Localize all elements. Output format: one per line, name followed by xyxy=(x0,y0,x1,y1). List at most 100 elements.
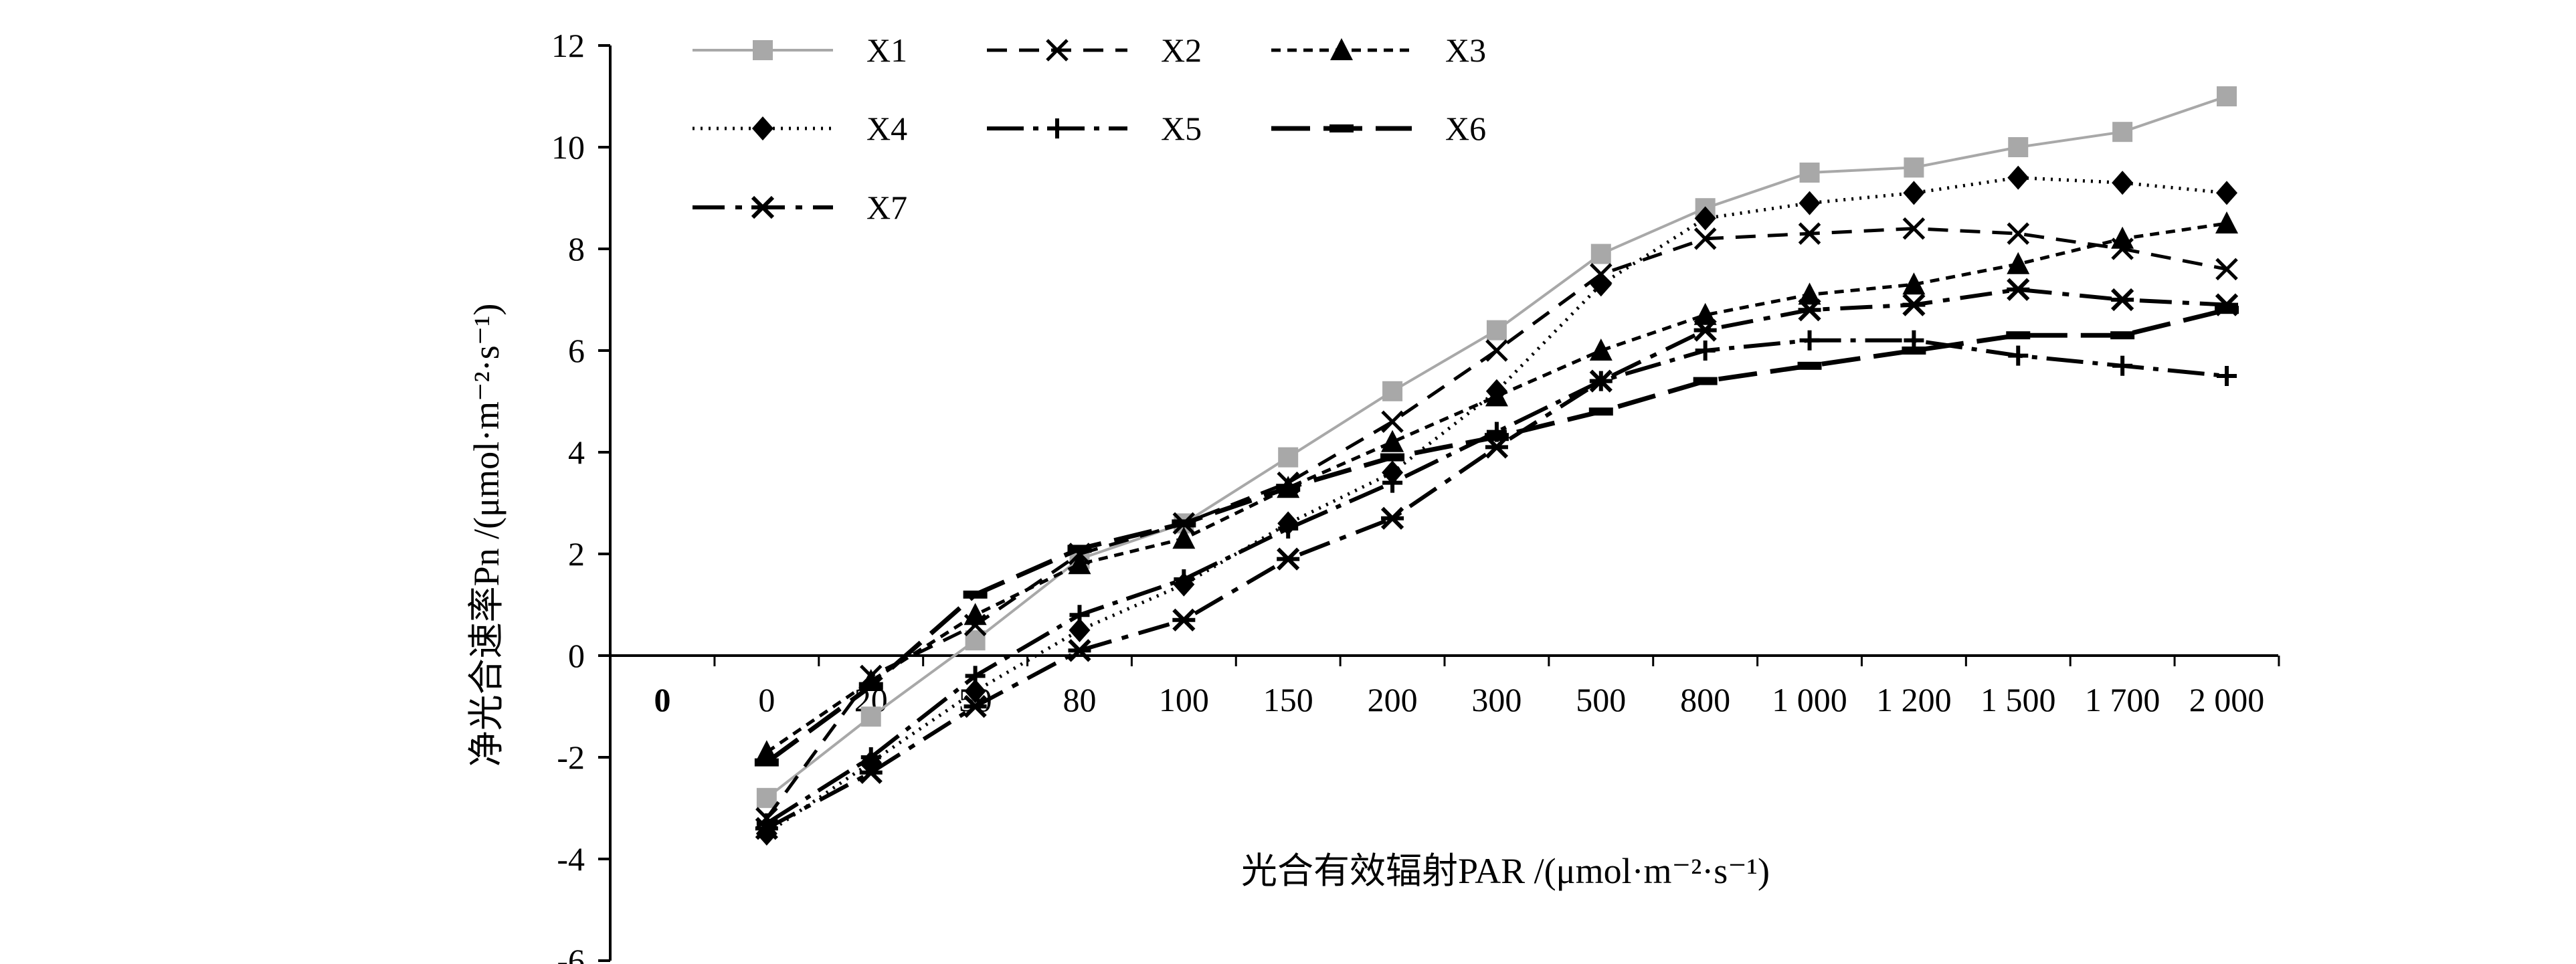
series-line xyxy=(765,221,2227,754)
data-point xyxy=(2112,171,2134,195)
data-point xyxy=(1382,460,1404,485)
x-tick-label: 2 000 xyxy=(2189,681,2265,718)
data-point xyxy=(1485,339,1508,362)
series-line xyxy=(765,338,2227,826)
data-point xyxy=(963,603,987,625)
data-point xyxy=(1902,293,1926,316)
legend-label: X2 xyxy=(1161,31,1202,69)
axes: 121086420-2-4-60205080100150200300500800… xyxy=(551,27,2280,964)
x-tick-label: 1 000 xyxy=(1772,681,1847,718)
legend-item-x2: X2 xyxy=(987,31,1202,69)
data-point xyxy=(1693,318,1717,342)
data-point xyxy=(755,817,778,840)
y-tick-label: 6 xyxy=(568,332,585,369)
data-point xyxy=(756,787,777,808)
series-line xyxy=(765,176,2227,836)
data-point xyxy=(860,747,881,767)
data-point xyxy=(1486,320,1507,341)
data-point xyxy=(1382,381,1403,401)
data-point xyxy=(1276,484,1301,492)
data-point xyxy=(1798,298,1821,322)
x-tick-label: 500 xyxy=(1576,681,1626,718)
data-point xyxy=(2215,293,2239,316)
x-tick-label: 1 500 xyxy=(1981,681,2056,718)
data-point xyxy=(2217,86,2237,106)
y-tick-label: 4 xyxy=(568,433,585,471)
legend-label: X5 xyxy=(1161,110,1202,147)
data-point xyxy=(1485,379,1507,403)
series-x7 xyxy=(755,278,2239,840)
x-tick-label: 200 xyxy=(1368,681,1418,718)
data-point xyxy=(751,195,775,219)
data-point xyxy=(860,706,881,727)
data-point xyxy=(2111,288,2134,312)
y-tick-label: 2 xyxy=(568,535,585,573)
data-point xyxy=(1382,472,1403,493)
y-tick-label: -2 xyxy=(557,739,585,776)
legend: X1 X2 X3 X4 X5 X6 X7 xyxy=(693,31,1486,226)
data-point xyxy=(1067,545,1092,553)
x-tick-label: 0 xyxy=(758,681,775,718)
data-point xyxy=(1380,453,1405,462)
y-tick-label: 10 xyxy=(551,128,585,166)
legend-label: X4 xyxy=(866,110,907,147)
data-point xyxy=(1330,38,1353,60)
legend-item-x5: X5 xyxy=(987,110,1202,147)
data-point xyxy=(753,40,773,60)
data-point xyxy=(964,679,986,704)
x-axis-title: 光合有效辐射PAR /(μmol·m⁻²·s⁻¹) xyxy=(1241,851,1770,891)
data-point xyxy=(1902,347,1926,355)
data-point xyxy=(2007,252,2030,274)
data-point xyxy=(2007,165,2029,190)
data-point xyxy=(1329,124,1354,132)
x-tick-label: 1 200 xyxy=(1876,681,1952,718)
data-point xyxy=(1069,605,1090,625)
y-tick-label: 0 xyxy=(568,637,585,674)
data-point xyxy=(2216,181,2237,205)
legend-label: X1 xyxy=(866,31,907,69)
data-point xyxy=(858,682,883,690)
data-point xyxy=(1799,163,1820,183)
data-point xyxy=(2008,345,2029,366)
legend-label: X7 xyxy=(866,189,907,226)
series-line xyxy=(765,227,2227,820)
data-point xyxy=(1590,244,1611,264)
data-point xyxy=(1902,217,1926,240)
data-point xyxy=(2217,366,2237,386)
data-point xyxy=(1589,369,1613,393)
x-tick-label: 80 xyxy=(1063,681,1096,718)
data-point xyxy=(859,761,883,784)
y-axis-title: 净光合速率Pn /(μmol·m⁻²·s⁻¹) xyxy=(466,304,507,767)
data-point xyxy=(2007,222,2030,245)
data-point xyxy=(1693,377,1718,385)
data-point xyxy=(1380,506,1404,530)
legend-label: X6 xyxy=(1445,110,1486,147)
data-point xyxy=(1799,191,1821,215)
data-point xyxy=(1695,341,1716,361)
data-point xyxy=(1381,429,1404,452)
x-tick-label: 150 xyxy=(1263,681,1313,718)
series-layer xyxy=(754,86,2239,846)
data-point xyxy=(1068,552,1091,575)
legend-item-x3: X3 xyxy=(1271,31,1486,69)
legend-item-x4: X4 xyxy=(693,110,907,147)
data-point xyxy=(1588,407,1613,416)
data-point xyxy=(1069,618,1091,642)
data-point xyxy=(1381,410,1404,433)
x-tick-label: 800 xyxy=(1680,681,1730,718)
data-point xyxy=(754,758,779,767)
y-tick-label: 8 xyxy=(568,230,585,268)
data-point xyxy=(2215,211,2238,233)
data-point xyxy=(1799,330,1820,351)
data-point xyxy=(1902,272,1926,295)
data-point xyxy=(2008,137,2029,157)
data-point xyxy=(1278,447,1299,468)
data-point xyxy=(752,116,773,140)
data-point xyxy=(1172,608,1196,632)
series-x6 xyxy=(754,306,2239,767)
series-line xyxy=(765,287,2227,831)
data-point xyxy=(2006,331,2031,340)
y-tick-label: 12 xyxy=(551,27,585,64)
data-point xyxy=(963,694,987,718)
